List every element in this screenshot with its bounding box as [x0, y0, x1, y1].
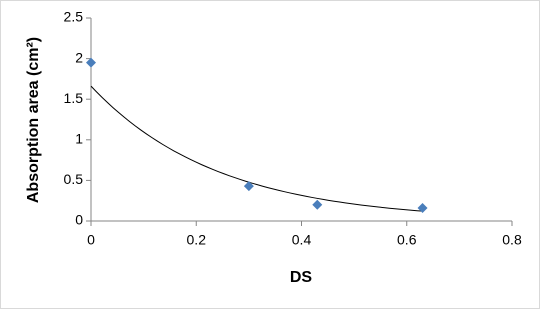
x-tick-label: 0.8 — [502, 232, 522, 248]
data-point — [86, 57, 96, 68]
x-tick-label: 0.4 — [292, 232, 312, 248]
x-tick-label: 0.2 — [187, 232, 207, 248]
trendline — [90, 85, 423, 212]
y-tick-label: 1 — [75, 131, 83, 147]
y-tick-label: 0 — [75, 212, 83, 228]
x-tick-label: 0 — [87, 232, 95, 248]
y-tick-label: 2 — [75, 49, 83, 65]
y-axis-title: Absorption area (cm²) — [25, 37, 42, 203]
x-tick-label: 0.6 — [397, 232, 417, 248]
data-point — [243, 181, 254, 192]
data-point — [312, 199, 323, 210]
y-tick-label: 0.5 — [64, 171, 84, 187]
y-tick-label: 1.5 — [64, 90, 84, 106]
data-point — [417, 203, 428, 214]
y-tick-label: 2.5 — [64, 9, 84, 25]
x-axis-title: DS — [290, 269, 313, 286]
